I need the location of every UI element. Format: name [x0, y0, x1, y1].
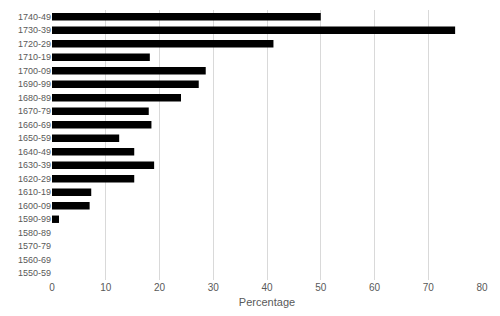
svg-text:1600-09: 1600-09 [18, 201, 51, 211]
svg-text:1690-99: 1690-99 [18, 79, 51, 89]
svg-text:60: 60 [369, 282, 381, 293]
svg-text:0: 0 [49, 282, 55, 293]
svg-text:1580-89: 1580-89 [18, 228, 51, 238]
svg-text:1680-89: 1680-89 [18, 93, 51, 103]
svg-text:1710-19: 1710-19 [18, 52, 51, 62]
svg-text:1700-09: 1700-09 [18, 66, 51, 76]
svg-text:1590-99: 1590-99 [18, 214, 51, 224]
svg-text:1640-49: 1640-49 [18, 147, 51, 157]
svg-text:1560-69: 1560-69 [18, 255, 51, 265]
svg-text:1720-29: 1720-29 [18, 39, 51, 49]
svg-text:1550-59: 1550-59 [18, 268, 51, 278]
svg-text:1570-79: 1570-79 [18, 241, 51, 251]
svg-text:1730-39: 1730-39 [18, 25, 51, 35]
svg-text:1660-69: 1660-69 [18, 120, 51, 130]
svg-text:1620-29: 1620-29 [18, 174, 51, 184]
svg-text:50: 50 [315, 282, 327, 293]
svg-text:1670-79: 1670-79 [18, 106, 51, 116]
svg-text:1740-49: 1740-49 [18, 12, 51, 22]
svg-text:1630-39: 1630-39 [18, 160, 51, 170]
svg-text:10: 10 [100, 282, 112, 293]
svg-text:Percentage: Percentage [239, 296, 295, 308]
svg-text:80: 80 [476, 282, 488, 293]
svg-text:70: 70 [423, 282, 435, 293]
svg-text:30: 30 [208, 282, 220, 293]
svg-text:20: 20 [154, 282, 166, 293]
svg-text:40: 40 [261, 282, 273, 293]
svg-text:1650-59: 1650-59 [18, 133, 51, 143]
svg-text:1610-19: 1610-19 [18, 187, 51, 197]
